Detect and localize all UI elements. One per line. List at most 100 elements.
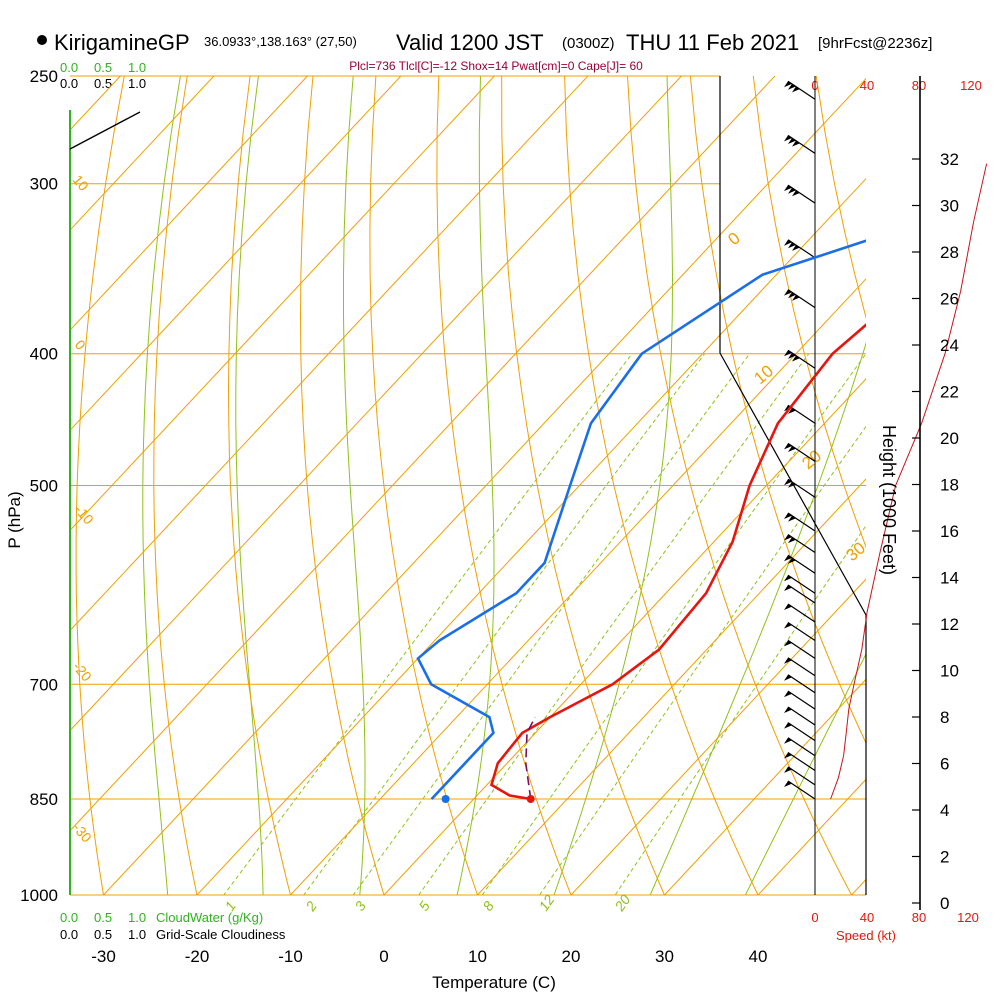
wind-barb [784, 442, 816, 462]
wind-barb [784, 512, 816, 532]
mixing-ratio-label: 20 [611, 892, 634, 915]
wind-barb [784, 780, 816, 800]
temperature-axis-label: Temperature (C) [432, 973, 556, 992]
moist-adiabat-line [649, 341, 866, 895]
height-axis-label: Height (1000 Feet) [879, 425, 899, 575]
speed-tick-top-2: 80 [912, 78, 926, 93]
mixing-ratio-line [538, 425, 866, 895]
isotherm-line [570, 578, 866, 895]
speed-tick-top-1: 40 [860, 78, 874, 93]
isotherm-label: 10 [750, 361, 777, 388]
dewpoint-profile [416, 239, 866, 800]
isobars [70, 75, 866, 896]
wind-barb [784, 239, 816, 259]
height-tick-label: 16 [940, 522, 959, 541]
dry-adiabat-line [436, 76, 572, 895]
wind-barb [784, 80, 816, 100]
height-tick-label: 32 [940, 150, 959, 169]
speed-tick-bottom-2: 80 [912, 910, 926, 925]
station-name: KirigamineGP [54, 30, 190, 55]
height-tick-label: 22 [940, 383, 959, 402]
isotherm-line [70, 76, 308, 331]
mixing-ratio-line [418, 353, 810, 895]
speed-tick-top-3: 120 [960, 78, 982, 93]
wind-barb [784, 349, 816, 369]
valid-time: Valid 1200 JST [396, 30, 544, 55]
cl-tick-bottom-2: 1.0 [128, 927, 146, 942]
indices-line: Plcl=736 Tlcl[C]=-12 Shox=14 Pwat[cm]=0 … [349, 59, 643, 73]
speed-tick-bottom-3: 120 [957, 910, 979, 925]
parcel-path [524, 716, 536, 800]
moist-adiabat-line [235, 76, 264, 895]
speed-tick-bottom-1: 40 [860, 910, 874, 925]
temperature-tick: -30 [91, 947, 116, 966]
dry-adiabat-label: 10 [70, 172, 92, 194]
wind-speed-profile [830, 163, 988, 800]
height-tick-label: 18 [940, 476, 959, 495]
cw-tick-top-0: 0.0 [60, 60, 78, 75]
bottom-cloud-scales: 0.0 0.5 1.0 CloudWater (g/Kg) 0.0 0.5 1.… [60, 910, 286, 942]
dry-adiabat-label: 0 [72, 337, 89, 353]
dry-adiabat-line [227, 76, 292, 895]
cl-tick-top-1: 0.5 [94, 76, 112, 91]
mixing-ratio-line [614, 524, 866, 895]
temperature-tick: -20 [185, 947, 210, 966]
dry-adiabat-label: -20 [70, 659, 95, 685]
cl-tick-top-2: 1.0 [128, 76, 146, 91]
wind-barb [784, 706, 816, 726]
wind-barb [784, 584, 816, 604]
height-tick-label: 4 [940, 801, 949, 820]
wind-barb [784, 722, 816, 742]
dry-adiabat-line [627, 76, 853, 895]
moist-adiabats [142, 76, 866, 895]
pressure-tick-1000: 1000 [20, 886, 58, 905]
mixing-ratio-lines [223, 353, 866, 895]
moist-adiabat-line [456, 76, 495, 895]
dry-adiabat-line [689, 76, 866, 745]
wind-barb [784, 574, 816, 594]
isotherm-line [664, 678, 866, 895]
surface-dewpoint-marker [441, 795, 450, 803]
cw-tick-top-1: 0.5 [94, 60, 112, 75]
temperature-tick: 30 [655, 947, 674, 966]
wind-barb [784, 622, 816, 641]
height-tick-label: 24 [940, 336, 959, 355]
height-tick-label: 8 [940, 708, 949, 727]
dry-adiabat-line [153, 76, 198, 895]
pressure-tick-850: 850 [30, 790, 58, 809]
top-cloudwater-scale: 0.0 0.5 1.0 0.0 0.5 1.0 [60, 60, 146, 91]
dry-adiabat-line [501, 76, 666, 895]
station-dot-icon [37, 35, 47, 45]
mixing-ratio-label: 2 [302, 898, 320, 915]
mixing-ratio-line [352, 353, 751, 895]
dry-adiabat-label: -30 [70, 820, 95, 846]
isotherm-line [70, 76, 402, 432]
wind-barb [784, 134, 816, 154]
wind-barb [784, 534, 816, 553]
isotherms [70, 76, 866, 895]
moist-adiabat-line [343, 76, 366, 895]
cloudwater-label: CloudWater (g/Kg) [156, 910, 263, 925]
temperature-tick: 0 [379, 947, 388, 966]
height-tick-label: 30 [940, 197, 959, 216]
height-tick-label: 26 [940, 290, 959, 309]
wind-barb [784, 639, 816, 659]
cw-tick-top-2: 1.0 [128, 60, 146, 75]
mixing-ratio-label: 5 [415, 898, 433, 914]
wind-barb [784, 478, 816, 498]
wind-barb [784, 603, 816, 623]
cl-tick-bottom-1: 0.5 [94, 927, 112, 942]
moist-adiabat-line [142, 76, 181, 895]
forecast-tag: [9hrFcst@2236z] [818, 35, 932, 52]
cloudiness-trace [69, 111, 141, 150]
temperature-tick: 40 [749, 947, 768, 966]
speed-tick-bottom-0: 0 [811, 910, 818, 925]
isotherm-line [70, 76, 215, 231]
wind-barbs [784, 80, 816, 800]
cl-tick-bottom-0: 0.0 [60, 927, 78, 942]
pressure-tick-300: 300 [30, 175, 58, 194]
cl-tick-top-0: 0.0 [60, 76, 78, 91]
wind-barb [784, 184, 816, 204]
